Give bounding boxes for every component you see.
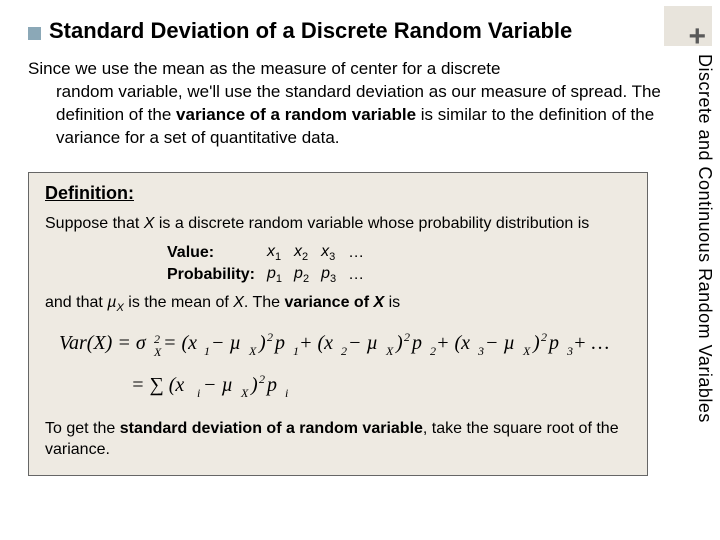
svg-text:− µ: − µ [211, 332, 241, 354]
cell: p1 [267, 265, 292, 285]
svg-text:2: 2 [541, 330, 547, 344]
svg-text:): ) [395, 332, 403, 354]
x: X [233, 294, 244, 311]
svg-text:= ∑ (x: = ∑ (x [131, 374, 184, 396]
table-row: Value: x1 x2 x3 … [167, 243, 374, 263]
svg-text:X: X [522, 344, 531, 358]
svg-text:− µ: − µ [485, 332, 515, 354]
definition-heading: Definition: [45, 183, 631, 204]
variance-formula: Var(X) = σ 2 X = (x 1 − µ X ) 2 p 1 + (x… [41, 323, 631, 409]
row-label-prob: Probability: [167, 265, 265, 285]
def-p1-x: X [144, 215, 155, 232]
cell: x1 [267, 243, 292, 263]
t: and that [45, 294, 107, 311]
svg-text:Var(X) = σ: Var(X) = σ [59, 332, 147, 354]
cell: … [348, 243, 374, 263]
definition-p2: and that µX is the mean of X. The varian… [45, 293, 631, 315]
mu-sub: X [117, 302, 124, 314]
intro-paragraph: Since we use the mean as the measure of … [28, 58, 664, 150]
table-row: Probability: p1 p2 p3 … [167, 265, 374, 285]
svg-text:+ (x: + (x [299, 332, 333, 354]
intro-bold-1: variance of a random variable [176, 105, 416, 124]
svg-text:i: i [285, 386, 288, 400]
svg-text:2: 2 [404, 330, 410, 344]
formula-svg: Var(X) = σ 2 X = (x 1 − µ X ) 2 p 1 + (x… [41, 323, 641, 409]
svg-text:i: i [197, 386, 200, 400]
svg-text:p: p [265, 374, 277, 396]
intro-text-1: Since we use the mean as the measure of … [28, 59, 500, 78]
definition-p1: Suppose that X is a discrete random vari… [45, 214, 631, 235]
foot-bold: standard deviation of a random variable [120, 420, 423, 437]
title-row: Standard Deviation of a Discrete Random … [28, 18, 688, 44]
definition-box: Definition: Suppose that X is a discrete… [28, 172, 648, 476]
svg-text:2: 2 [267, 330, 273, 344]
svg-text:+ (x: + (x [436, 332, 470, 354]
svg-text:3: 3 [566, 344, 573, 358]
svg-text:2: 2 [341, 344, 347, 358]
plus-icon: + [688, 20, 706, 54]
value-prob-table: Value: x1 x2 x3 … Probability: p1 p2 p3 … [165, 241, 376, 287]
def-p1-b: is a discrete random variable whose prob… [154, 215, 589, 232]
svg-text:X: X [240, 386, 249, 400]
svg-text:p: p [273, 332, 285, 354]
svg-text:− µ: − µ [203, 374, 233, 396]
t: . The [244, 294, 285, 311]
svg-text:p: p [410, 332, 422, 354]
page-title: Standard Deviation of a Discrete Random … [49, 18, 572, 44]
cell: x3 [321, 243, 346, 263]
cell: x2 [294, 243, 319, 263]
slide: + Discrete and Continuous Random Variabl… [0, 0, 720, 540]
svg-text:3: 3 [477, 344, 484, 358]
svg-text:− µ: − µ [348, 332, 378, 354]
svg-text:): ) [258, 332, 266, 354]
t: is [384, 294, 400, 311]
row-label-value: Value: [167, 243, 265, 263]
svg-text:2: 2 [154, 332, 160, 346]
svg-text:= (x: = (x [163, 332, 197, 354]
x: X [373, 294, 384, 311]
t: is the mean of [124, 294, 233, 311]
cell: p3 [321, 265, 346, 285]
svg-text:+ …: + … [573, 332, 609, 354]
def-p1-a: Suppose that [45, 215, 144, 232]
svg-text:): ) [250, 374, 258, 396]
svg-text:X: X [153, 345, 162, 359]
svg-text:2: 2 [259, 372, 265, 386]
foot-a: To get the [45, 420, 120, 437]
cell: … [348, 265, 374, 285]
bullet-icon [28, 27, 41, 40]
sidebar-title: Discrete and Continuous Random Variables [694, 54, 715, 534]
svg-text:1: 1 [204, 344, 210, 358]
svg-text:): ) [532, 332, 540, 354]
definition-footer: To get the standard deviation of a rando… [45, 419, 631, 461]
svg-text:X: X [248, 344, 257, 358]
var-bold: variance of [285, 294, 374, 311]
mu: µ [107, 294, 116, 311]
svg-text:X: X [385, 344, 394, 358]
svg-text:p: p [547, 332, 559, 354]
cell: p2 [294, 265, 319, 285]
